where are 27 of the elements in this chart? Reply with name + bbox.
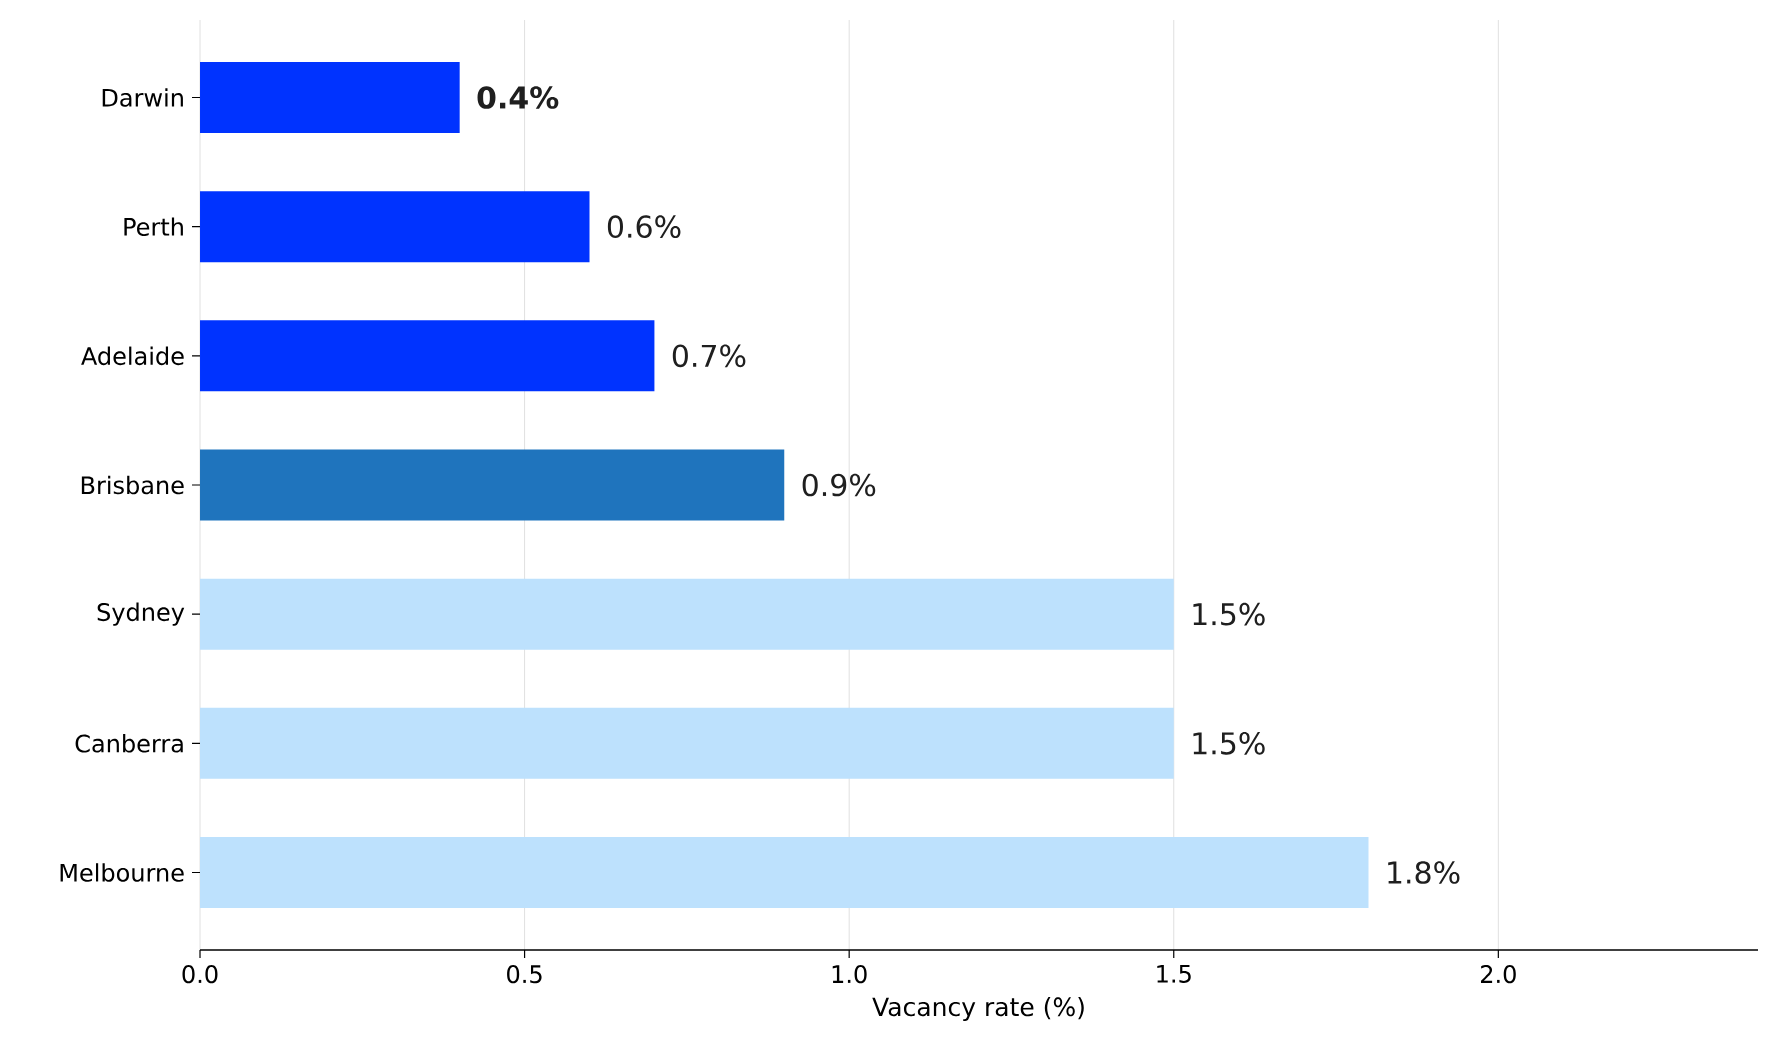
data-label: 0.4%	[477, 86, 559, 109]
x-tick-label: 0.0	[182, 965, 218, 984]
bar	[200, 707, 1174, 779]
data-label: 0.6%	[607, 215, 681, 239]
x-tick-label: 1.5	[1157, 965, 1191, 983]
data-label: 0.9%	[802, 473, 876, 497]
x-tick-label: 2.0	[1481, 965, 1516, 984]
x-tick-label: 0.5	[507, 965, 542, 984]
x-tick-label: 1.0	[832, 965, 867, 984]
y-tick-label: Darwin	[102, 88, 183, 107]
y-tick-label: Adelaide	[81, 346, 184, 366]
data-label: 1.5%	[1193, 602, 1265, 626]
bar	[200, 449, 785, 521]
bar	[200, 836, 1369, 909]
x-axis-title: Vacancy rate (%)	[872, 996, 1084, 1022]
y-tick-label: Melbourne	[60, 863, 184, 882]
bar	[200, 191, 590, 263]
bar	[200, 578, 1174, 650]
y-tick-label: Perth	[124, 217, 183, 236]
bar	[200, 61, 460, 134]
data-label: 1.5%	[1193, 731, 1265, 755]
bar	[200, 320, 655, 392]
y-tick-label: Sydney	[97, 602, 185, 626]
y-tick-label: Brisbane	[81, 475, 184, 495]
data-label: 0.7%	[672, 344, 746, 368]
y-tick-label: Canberra	[75, 734, 183, 753]
data-label: 1.8%	[1388, 861, 1460, 884]
